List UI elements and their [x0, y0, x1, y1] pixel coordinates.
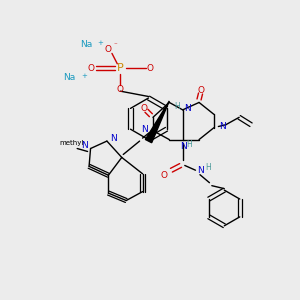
Text: H: H: [205, 163, 211, 172]
Text: N: N: [197, 166, 204, 175]
Text: O: O: [160, 171, 167, 180]
Text: O: O: [146, 64, 154, 73]
Polygon shape: [145, 101, 169, 143]
Text: methyl: methyl: [59, 140, 83, 146]
Text: Na: Na: [64, 73, 76, 82]
Text: N: N: [141, 125, 148, 134]
Text: H: H: [186, 140, 191, 148]
Text: O: O: [141, 104, 148, 113]
Text: ⁻: ⁻: [113, 42, 117, 48]
Text: N: N: [184, 104, 191, 113]
Text: N: N: [180, 142, 187, 151]
Text: +: +: [97, 40, 103, 46]
Text: O: O: [197, 86, 204, 95]
Text: O: O: [87, 64, 94, 73]
Text: O: O: [105, 45, 112, 54]
Text: H: H: [174, 102, 180, 111]
Text: Na: Na: [80, 40, 92, 49]
Text: N: N: [219, 122, 226, 131]
Text: P: P: [117, 63, 124, 73]
Text: O: O: [117, 85, 124, 94]
Text: N: N: [81, 141, 87, 150]
Text: +: +: [81, 73, 87, 79]
Text: N: N: [110, 134, 117, 143]
